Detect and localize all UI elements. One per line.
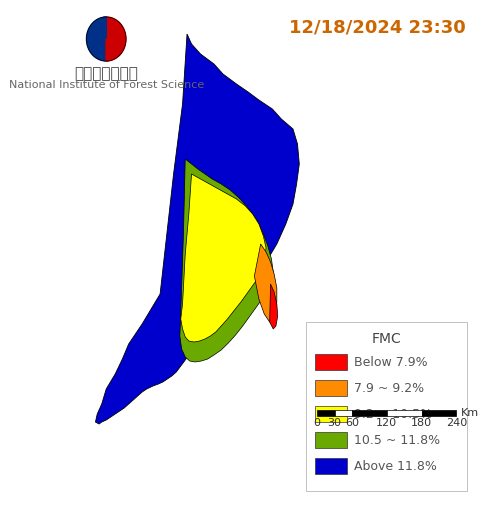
Bar: [317, 410, 334, 416]
Bar: [421, 410, 456, 416]
Text: 10.5 ~ 11.8%: 10.5 ~ 11.8%: [353, 433, 439, 446]
Text: 9.2 ~ 10.5%: 9.2 ~ 10.5%: [353, 408, 432, 420]
Circle shape: [86, 17, 126, 61]
Polygon shape: [269, 284, 277, 329]
Polygon shape: [180, 159, 273, 362]
Bar: [334, 410, 351, 416]
Text: Below 7.9%: Below 7.9%: [353, 355, 427, 368]
Bar: [315, 380, 346, 396]
Text: 7.9 ~ 9.2%: 7.9 ~ 9.2%: [353, 381, 423, 395]
Bar: [351, 410, 386, 416]
Polygon shape: [86, 17, 106, 61]
Text: 120: 120: [375, 418, 396, 428]
Polygon shape: [95, 34, 299, 424]
Polygon shape: [106, 17, 126, 61]
FancyBboxPatch shape: [52, 54, 456, 424]
Text: Above 11.8%: Above 11.8%: [353, 460, 436, 473]
Polygon shape: [254, 244, 276, 322]
Text: 국립산림과학원: 국립산림과학원: [74, 66, 138, 81]
Polygon shape: [106, 39, 116, 61]
Bar: [315, 354, 346, 370]
Text: 30: 30: [327, 418, 341, 428]
Text: 12/18/2024 23:30: 12/18/2024 23:30: [288, 19, 465, 37]
Text: FMC: FMC: [371, 332, 401, 346]
Text: National Institute of Forest Science: National Institute of Forest Science: [9, 80, 204, 90]
Bar: [315, 406, 346, 422]
FancyBboxPatch shape: [306, 322, 466, 491]
Text: 0: 0: [313, 418, 320, 428]
Bar: [386, 410, 421, 416]
Polygon shape: [180, 174, 265, 342]
Bar: [315, 432, 346, 448]
Text: 240: 240: [445, 418, 466, 428]
Text: Km: Km: [460, 408, 478, 418]
Text: 60: 60: [344, 418, 358, 428]
Text: 180: 180: [410, 418, 432, 428]
Bar: [315, 458, 346, 474]
Polygon shape: [96, 17, 106, 39]
